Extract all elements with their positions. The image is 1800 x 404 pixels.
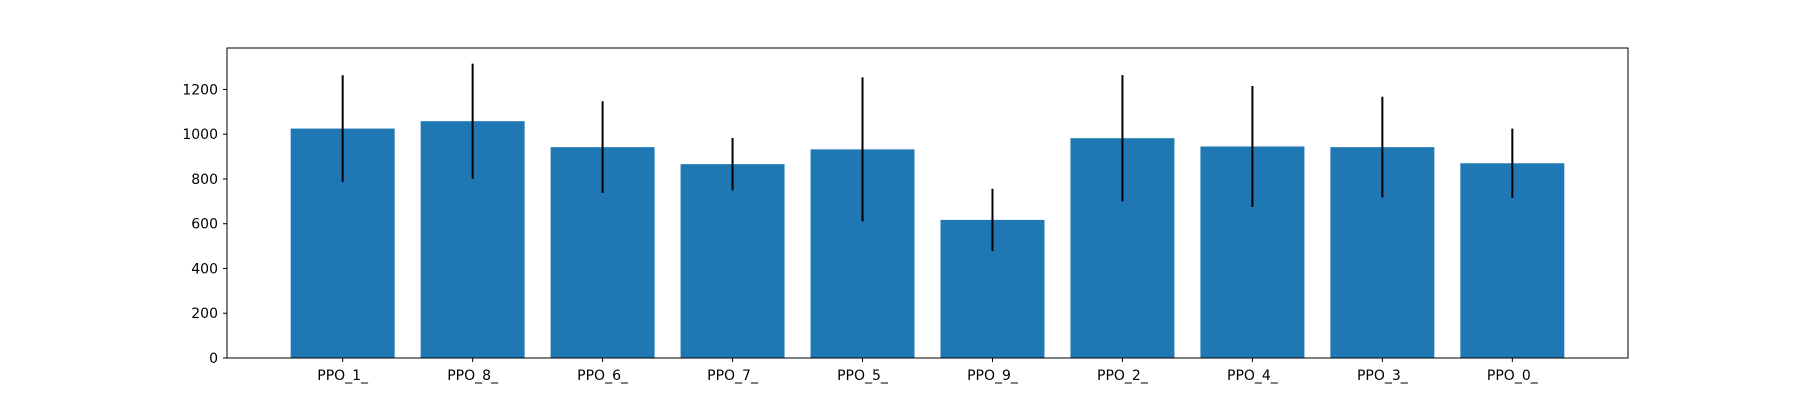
y-tick-label: 0 (209, 351, 218, 367)
x-tick-label: PPO_1_ (317, 368, 369, 384)
x-tick-label: PPO_6_ (577, 368, 629, 384)
y-axis: 0 200 400 600 800 1000 1200 (182, 82, 227, 367)
plot-area-frame (226, 47, 1629, 359)
error-bars-layer (341, 63, 1514, 252)
x-tick-label: PPO_8_ (447, 368, 499, 384)
y-tick-label: 1000 (182, 127, 218, 143)
x-tick-label: PPO_0_ (1487, 368, 1539, 384)
y-tick-label: 400 (191, 261, 218, 277)
bar-ppo-7 (680, 164, 785, 358)
x-axis: PPO_1_ PPO_8_ PPO_6_ PPO_7_ PPO_5_ PPO_9_ PPO_… (317, 358, 1539, 384)
y-tick-label: 800 (191, 172, 218, 188)
x-tick-label: PPO_5_ (837, 368, 889, 384)
x-tick-label: PPO_7_ (707, 368, 759, 384)
x-tick-label: PPO_4_ (1227, 368, 1279, 384)
y-tick-label: 1200 (182, 82, 218, 98)
x-tick-label: PPO_9_ (967, 368, 1019, 384)
x-tick-label: PPO_2_ (1097, 368, 1149, 384)
bars-layer (290, 121, 1565, 358)
y-tick-label: 600 (191, 217, 218, 233)
x-tick-label: PPO_3_ (1357, 368, 1409, 384)
y-tick-label: 200 (191, 306, 218, 322)
